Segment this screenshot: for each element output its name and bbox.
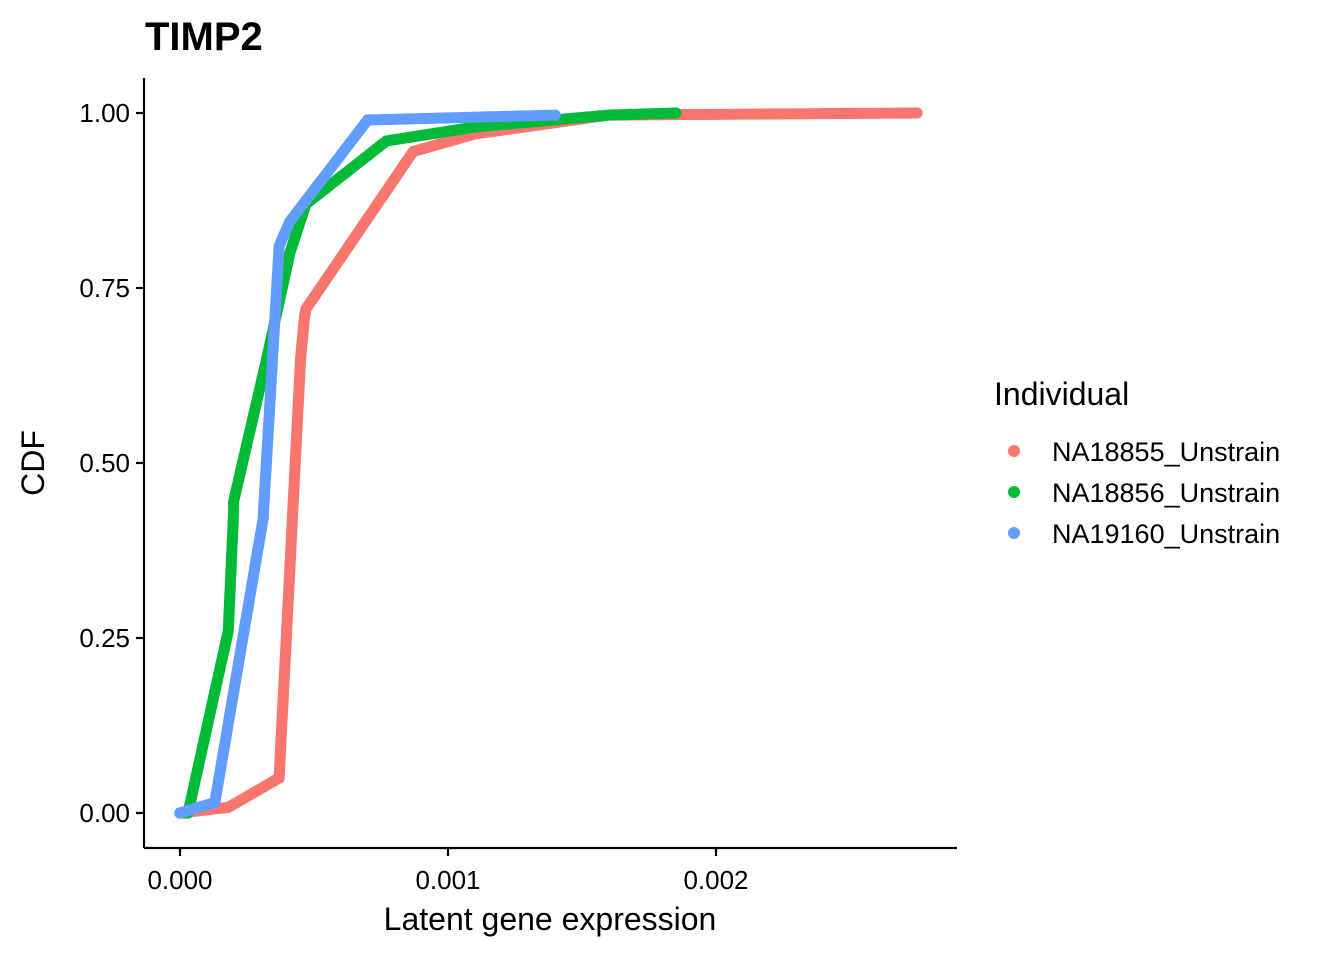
y-tick-label: 0.25 <box>79 623 130 653</box>
legend-title: Individual <box>994 376 1129 412</box>
legend-label: NA19160_Unstrain <box>1052 519 1280 549</box>
data-point <box>911 107 923 119</box>
x-tick-label: 0.002 <box>683 865 748 895</box>
chart-title: TIMP2 <box>145 15 263 59</box>
legend-items: NA18855_Unstrain NA18856_Unstrain NA19160_… <box>1008 437 1280 549</box>
data-layer <box>174 107 923 819</box>
legend: Individual NA18855_Unstrain NA18856_Unstr… <box>994 376 1280 549</box>
legend-key <box>1008 445 1020 457</box>
legend-key <box>1008 486 1020 498</box>
legend-label: NA18855_Unstrain <box>1052 437 1280 467</box>
legend-key <box>1008 527 1020 539</box>
y-tick-label: 0.75 <box>79 273 130 303</box>
y-tick-label: 0.00 <box>79 798 130 828</box>
x-tick-label: 0.001 <box>415 865 480 895</box>
y-tick-label: 1.00 <box>79 98 130 128</box>
data-point <box>670 107 682 119</box>
y-tick-label: 0.50 <box>79 448 130 478</box>
series-NA18855_Unstrain <box>174 107 923 819</box>
y-ticks: 0.00 0.25 0.50 0.75 1.00 <box>79 98 144 828</box>
series-NA19160_Unstrain <box>174 109 561 819</box>
legend-label: NA18856_Unstrain <box>1052 478 1280 508</box>
x-ticks: 0.000 0.001 0.002 <box>147 848 749 895</box>
y-axis-title: CDF <box>15 430 51 496</box>
series-NA18856_Unstrain <box>174 107 682 819</box>
x-axis-title: Latent gene expression <box>384 901 717 937</box>
x-tick-label: 0.000 <box>147 865 212 895</box>
data-point <box>549 109 561 121</box>
